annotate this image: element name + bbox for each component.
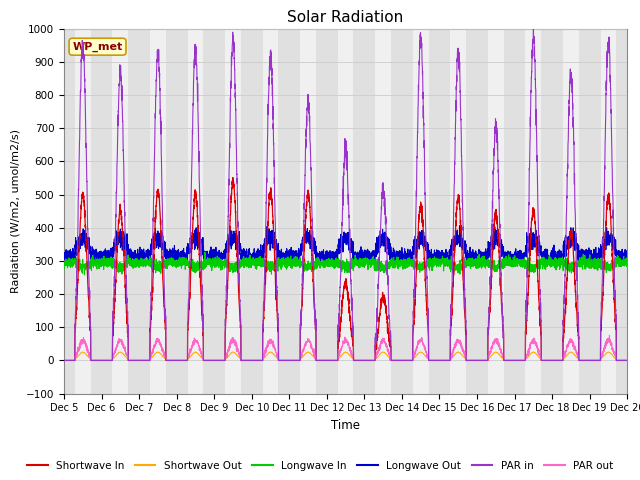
Bar [338,29,353,394]
Bar [515,29,552,394]
Y-axis label: Radiation (W/m2, umol/m2/s): Radiation (W/m2, umol/m2/s) [10,129,20,293]
Bar [589,29,627,394]
Legend: Shortwave In, Shortwave Out, Longwave In, Longwave Out, PAR in, PAR out: Shortwave In, Shortwave Out, Longwave In… [22,456,618,475]
Bar [488,29,504,394]
Bar [139,29,177,394]
Bar [440,29,477,394]
Bar [364,29,402,394]
Bar [113,29,128,394]
Bar [102,29,139,394]
Bar [402,29,440,394]
Bar [225,29,241,394]
Bar [327,29,364,394]
Bar [262,29,278,394]
Bar [563,29,579,394]
Bar [600,29,616,394]
Bar [525,29,541,394]
Bar [451,29,466,394]
Bar [188,29,204,394]
Text: WP_met: WP_met [72,42,123,52]
Bar [177,29,214,394]
Bar [64,29,102,394]
Title: Solar Radiation: Solar Radiation [287,10,404,25]
Bar [252,29,289,394]
Bar [75,29,91,394]
Bar [300,29,316,394]
Bar [214,29,252,394]
Bar [375,29,391,394]
Bar [413,29,429,394]
Bar [477,29,515,394]
Bar [552,29,589,394]
Bar [289,29,327,394]
Bar [150,29,166,394]
X-axis label: Time: Time [331,419,360,432]
